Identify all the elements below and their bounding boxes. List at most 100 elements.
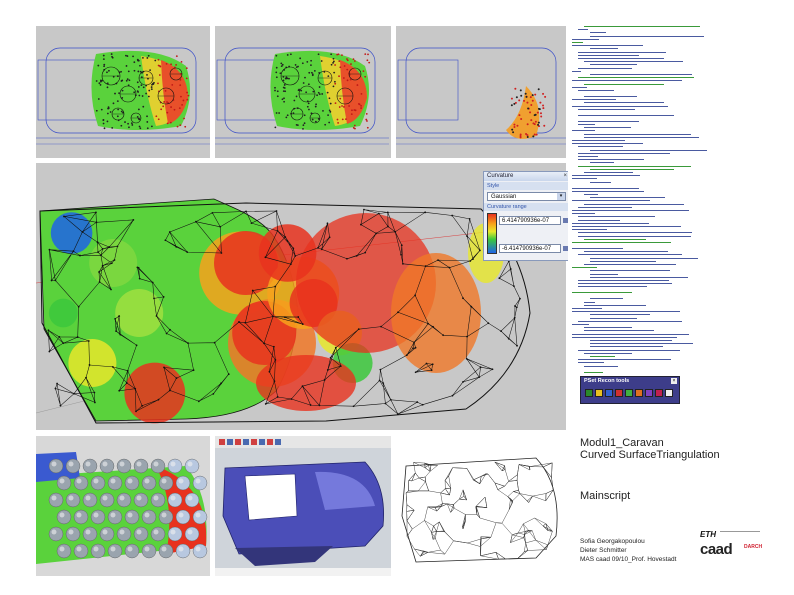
sample-sphere (107, 475, 123, 491)
sample-point (95, 109, 98, 112)
mesh-vertex (387, 225, 389, 228)
viewport-bottom-2[interactable] (215, 436, 391, 576)
close-icon[interactable]: × (671, 378, 677, 384)
sample-point (307, 102, 310, 105)
code-line (584, 330, 654, 332)
sample-point (532, 135, 535, 138)
code-line (578, 219, 620, 221)
sample-point (316, 94, 318, 97)
mesh-vertex (384, 402, 387, 405)
logo-rule (720, 531, 760, 532)
code-line (572, 333, 689, 335)
mesh-tool-icon[interactable] (605, 389, 613, 397)
mesh-vertex (110, 262, 113, 265)
sample-point (157, 58, 160, 61)
caravan-frame (216, 59, 278, 121)
curvature-tool-icon[interactable] (625, 389, 633, 397)
curvature-min-field[interactable]: -6.414790936e-07 (499, 244, 561, 253)
analyze-tool-icon[interactable] (635, 389, 643, 397)
sample-point (284, 90, 287, 93)
sample-point (352, 126, 355, 129)
viewport-top-2[interactable] (215, 26, 391, 158)
sample-point (175, 64, 178, 66)
sample-sphere (150, 458, 166, 474)
sample-point (332, 57, 335, 60)
sample-point (138, 94, 141, 97)
eth-caad-logo: ETH caad DARCH (700, 529, 762, 561)
sample-point (327, 114, 329, 117)
sample-point (103, 63, 106, 66)
curvature-max-field[interactable]: 6.414790936e-07 (499, 216, 561, 225)
sphere-highlight (51, 495, 57, 501)
chevron-down-icon[interactable]: ▾ (557, 193, 565, 200)
sphere-highlight (51, 461, 57, 467)
sample-point (513, 102, 516, 105)
sample-point (341, 105, 343, 107)
sample-sphere (90, 509, 106, 525)
sample-point (353, 109, 356, 111)
mesh-vertex (274, 358, 277, 361)
export-tool-icon[interactable] (645, 389, 653, 397)
mesh-vertex (289, 263, 292, 266)
mesh-vertex (132, 219, 135, 221)
code-line (572, 229, 607, 231)
sample-point (150, 88, 153, 91)
mesh-vertex (382, 382, 385, 385)
mesh-vertex (126, 369, 129, 372)
curvature-color-scale (487, 213, 497, 254)
grid-tool-icon[interactable] (595, 389, 603, 397)
viewport-main[interactable] (36, 163, 566, 430)
caravan-frame (37, 59, 99, 121)
viewport-bottom-3[interactable] (396, 436, 566, 576)
mesh-vertex (465, 357, 468, 360)
sample-point (519, 133, 522, 136)
sample-point (140, 76, 143, 79)
mesh-vertex (513, 285, 515, 288)
wireframe-mesh-render (401, 457, 558, 563)
code-line (578, 320, 682, 322)
viewport-top-1[interactable] (36, 26, 210, 158)
surface-tool-icon[interactable] (615, 389, 623, 397)
pin-icon[interactable] (563, 218, 568, 223)
sample-point (170, 106, 172, 108)
viewport-bottom-1[interactable] (36, 436, 210, 576)
code-line (590, 273, 618, 275)
sphere-highlight (59, 512, 65, 518)
points-tool-icon[interactable] (585, 389, 593, 397)
sample-point (164, 90, 167, 92)
settings-tool-icon[interactable] (655, 389, 663, 397)
sample-point (312, 90, 315, 93)
mesh-vertex (394, 230, 397, 233)
info-tool-icon[interactable] (665, 389, 673, 397)
mesh-vertex (479, 366, 482, 369)
sample-point (539, 112, 542, 115)
curvature-panel: Curvature × Style Gaussian ▾ Curvature r… (483, 171, 570, 261)
heat-blob (68, 339, 117, 387)
mesh-vertex (88, 364, 91, 366)
sample-point (524, 92, 527, 95)
code-line (590, 270, 670, 272)
sample-point (328, 97, 331, 100)
style-select-value: Gaussian (491, 194, 517, 200)
close-icon[interactable]: × (563, 173, 567, 179)
mesh-vertex (414, 371, 417, 374)
sample-point (306, 105, 309, 108)
toolbar-icon (235, 439, 241, 445)
mesh-vertex (56, 382, 58, 385)
style-select[interactable]: Gaussian ▾ (487, 192, 566, 201)
sample-point (336, 53, 339, 56)
sample-point (180, 95, 182, 98)
mesh-vertex (108, 246, 111, 248)
viewport-top-3[interactable] (396, 26, 566, 158)
mesh-vertex (414, 294, 417, 297)
sample-point (116, 100, 119, 102)
sample-point (182, 99, 185, 102)
pin-icon[interactable] (563, 246, 568, 251)
sample-point (285, 116, 288, 119)
sample-point (338, 60, 341, 63)
sample-point (140, 84, 143, 86)
sample-sphere (184, 492, 200, 508)
code-line (590, 181, 611, 183)
mesh-vertex (412, 347, 414, 350)
spheres-curvature-render (36, 436, 210, 576)
